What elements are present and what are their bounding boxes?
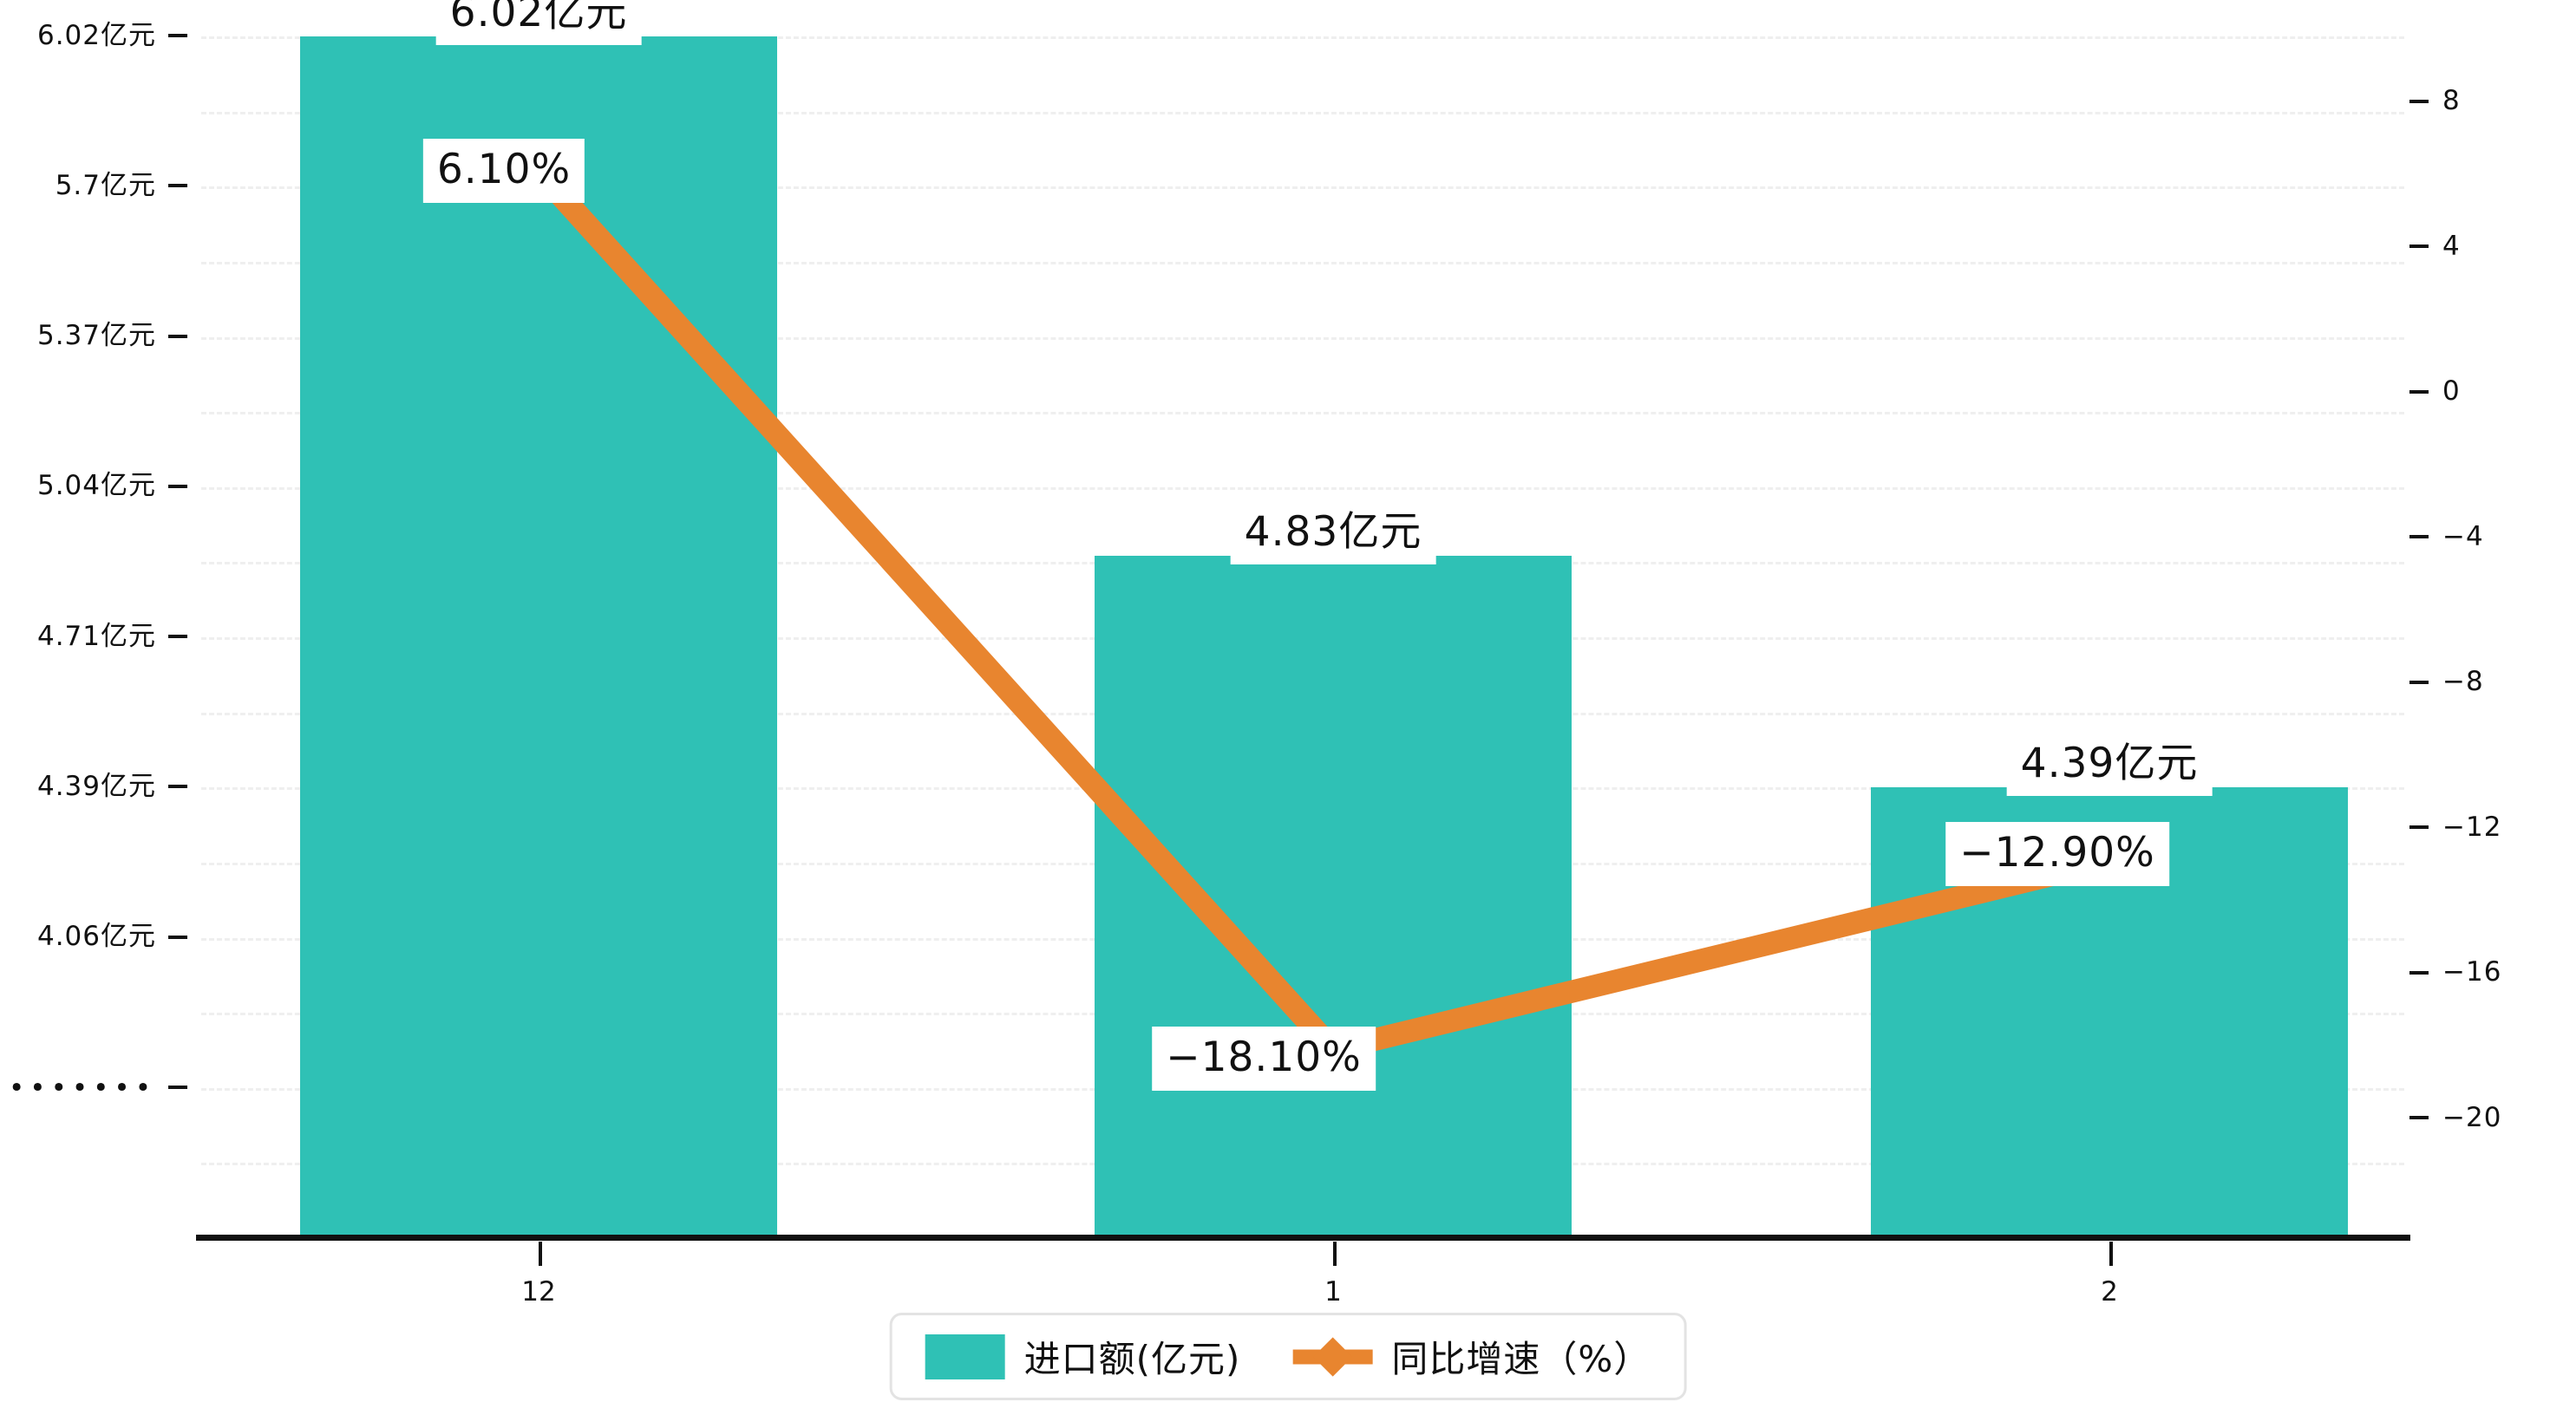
tick-mark bbox=[168, 1085, 187, 1089]
x-axis-tick-label: 12 bbox=[521, 1276, 556, 1307]
left-axis-tick-label: 4.71亿元 bbox=[36, 620, 156, 652]
tick-mark bbox=[2409, 389, 2429, 394]
tick-mark bbox=[168, 635, 187, 638]
line-value-label: −12.90% bbox=[1945, 821, 2169, 886]
tick-mark bbox=[2409, 245, 2429, 249]
chart-legend: 进口额(亿元) 同比增速（%） bbox=[889, 1313, 1687, 1400]
x-axis-tick-label: 2 bbox=[2101, 1276, 2118, 1307]
right-axis-tick-label: 8 bbox=[2442, 85, 2461, 117]
gridline-minor bbox=[201, 412, 2404, 415]
tick-mark bbox=[2409, 970, 2429, 975]
x-axis-baseline bbox=[196, 1235, 2410, 1241]
left-axis-tick-label: 6.02亿元 bbox=[36, 19, 156, 51]
legend-item-yoy-growth[interactable]: 同比增速（%） bbox=[1292, 1330, 1651, 1383]
bar[interactable] bbox=[300, 36, 777, 1238]
gridline-minor bbox=[201, 111, 2404, 114]
tick-mark bbox=[168, 34, 187, 37]
gridline bbox=[201, 336, 2404, 340]
right-axis-tick-label: −12 bbox=[2442, 811, 2502, 843]
left-axis-tick-label: 5.37亿元 bbox=[36, 320, 156, 351]
bar-value-label: 4.83亿元 bbox=[1230, 502, 1436, 565]
bar[interactable] bbox=[1095, 556, 1572, 1238]
x-axis-tick-label: 1 bbox=[1324, 1276, 1342, 1307]
tick-mark bbox=[2409, 99, 2429, 103]
bar-value-label: 6.02亿元 bbox=[435, 0, 642, 45]
tick-mark bbox=[168, 785, 187, 789]
right-axis-tick-label: −16 bbox=[2442, 956, 2502, 988]
line-value-label: 6.10% bbox=[422, 139, 585, 204]
line-diamond-icon bbox=[1292, 1334, 1373, 1379]
tick-mark bbox=[2409, 825, 2429, 830]
x-axis-tick-mark bbox=[1333, 1242, 1337, 1266]
legend-item-label: 同比增速（%） bbox=[1391, 1338, 1651, 1380]
growth-line[interactable] bbox=[530, 163, 2113, 1061]
right-axis-tick-label: −20 bbox=[2442, 1101, 2502, 1133]
left-axis-tick-label: 4.06亿元 bbox=[36, 921, 156, 952]
right-axis-tick-label: −4 bbox=[2442, 520, 2484, 552]
gridline-minor bbox=[201, 261, 2404, 264]
tick-mark bbox=[168, 334, 187, 338]
left-axis-tick-label: 4.39亿元 bbox=[36, 770, 156, 802]
bar-swatch-icon bbox=[925, 1333, 1005, 1379]
line-value-label: −18.10% bbox=[1152, 1026, 1376, 1091]
left-axis-tick-label: ••••••••• bbox=[0, 1072, 156, 1104]
tick-mark bbox=[2409, 680, 2429, 684]
left-axis-tick-label: 5.04亿元 bbox=[36, 470, 156, 502]
gridline bbox=[201, 36, 2404, 39]
right-axis-tick-label: −8 bbox=[2442, 666, 2484, 698]
tick-mark bbox=[168, 935, 187, 939]
tick-mark bbox=[2409, 535, 2429, 539]
right-axis-tick-label: 0 bbox=[2442, 375, 2461, 408]
tick-mark bbox=[168, 184, 187, 188]
tick-mark bbox=[168, 484, 187, 488]
gridline bbox=[201, 186, 2404, 190]
left-axis-tick-label: 5.7亿元 bbox=[55, 169, 156, 201]
right-axis-tick-label: 4 bbox=[2442, 230, 2461, 262]
tick-mark bbox=[2409, 1116, 2429, 1120]
gridline bbox=[201, 486, 2404, 490]
legend-item-label: 进口额(亿元) bbox=[1023, 1338, 1241, 1380]
bar-value-label: 4.39亿元 bbox=[2006, 734, 2213, 797]
x-axis-tick-mark bbox=[2109, 1242, 2113, 1266]
legend-item-import-amount[interactable]: 进口额(亿元) bbox=[925, 1330, 1241, 1383]
x-axis-tick-mark bbox=[539, 1242, 542, 1266]
